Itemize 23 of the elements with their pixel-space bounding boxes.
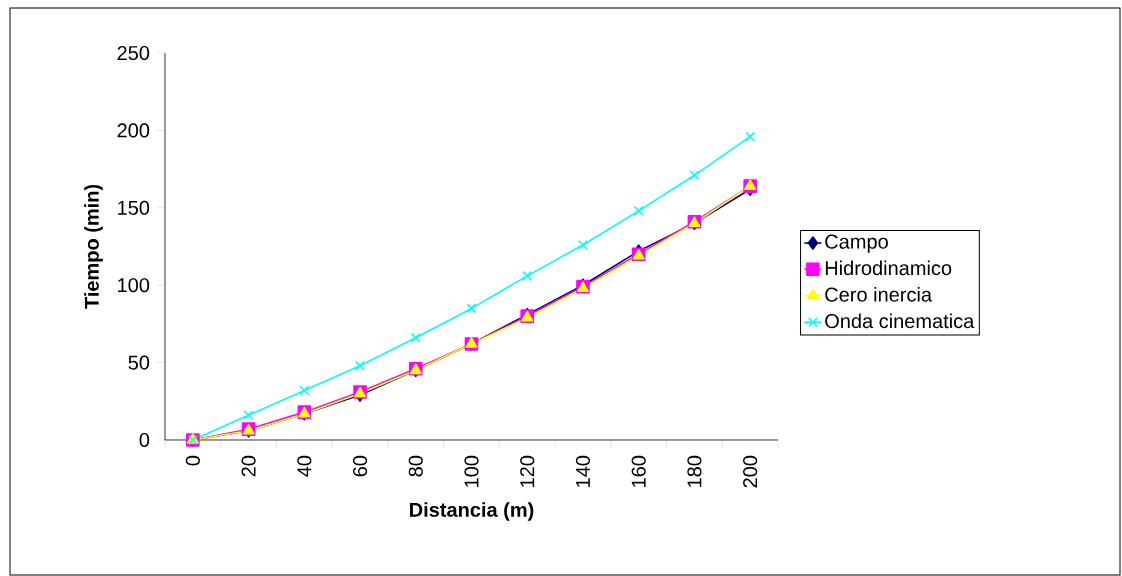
x-tick-label: 200	[743, 455, 758, 488]
legend-label: Cero inercia	[825, 287, 933, 302]
legend-label: Hidrodinamico	[825, 260, 952, 276]
x-tick-label: 160	[631, 455, 646, 487]
legend-label: Campo	[825, 234, 888, 253]
y-tick-label: 100	[118, 278, 150, 293]
x-tick-label: 100	[464, 455, 479, 487]
x-tick-label: 180	[687, 455, 702, 487]
x-axis-title: Distancia (m)	[410, 502, 534, 521]
y-tick-label: 250	[117, 45, 150, 61]
legend-label: Onda cinematica	[825, 313, 975, 329]
y-tick-label: 0	[139, 432, 150, 448]
y-axis-title: Tiempo (min)	[84, 184, 103, 309]
x-tick-label: 140	[575, 455, 591, 487]
x-tick-label: 80	[408, 455, 423, 477]
x-tick-label: 120	[520, 455, 535, 487]
x-tick-label: 20	[241, 455, 256, 477]
y-tick-label: 150	[118, 200, 150, 215]
x-tick-label: 60	[352, 455, 368, 477]
y-tick-label: 200	[117, 123, 150, 138]
x-tick-label: 40	[297, 455, 312, 477]
x-tick-label: 0	[185, 455, 200, 466]
y-tick-label: 50	[128, 355, 150, 370]
